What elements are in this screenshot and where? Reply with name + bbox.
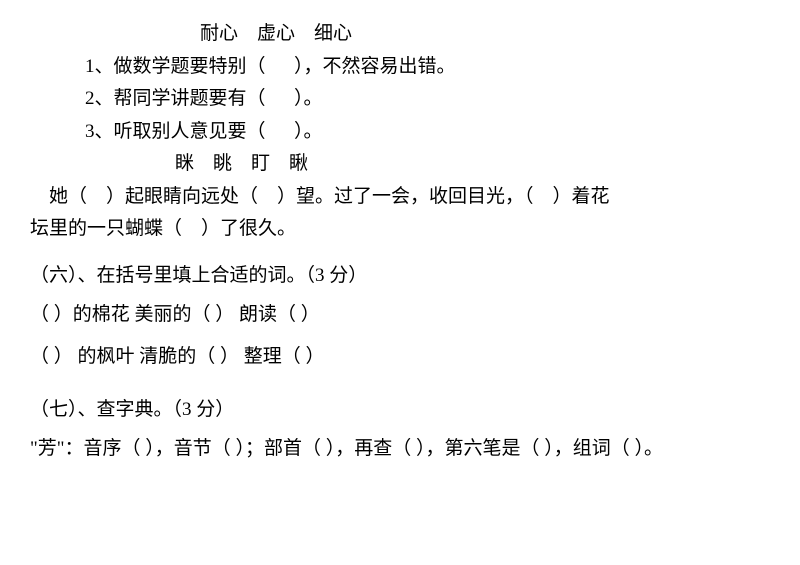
story-line-2: 坛里的一只蝴蝶（ ）了很久。 [30, 215, 770, 244]
section-6-title: （六）、在括号里填上合适的词。（3 分） [30, 262, 770, 291]
section-7-content: "芳"：音序（ ），音节（ ）；部首（ ），再查（ ），第六笔是（ ），组词（ … [30, 428, 770, 470]
section-6-row-2: （ ） 的枫叶 清脆的（ ） 整理（ ） [30, 336, 770, 378]
question-3: 3、听取别人意见要（ ）。 [30, 118, 770, 147]
word-bank-1: 耐心 虚心 细心 [30, 20, 770, 49]
story-line-1: 她（ ）起眼睛向远处（ ）望。过了一会，收回目光，（ ）着花 [30, 183, 770, 212]
word-bank-2: 眯 眺 盯 瞅 [30, 150, 770, 179]
section-6-row-1: （ ）的棉花 美丽的（ ） 朗读（ ） [30, 294, 770, 336]
question-1: 1、做数学题要特别（ ），不然容易出错。 [30, 53, 770, 82]
question-2: 2、帮同学讲题要有（ ）。 [30, 85, 770, 114]
section-7-title: （七）、查字典。（3 分） [30, 396, 770, 425]
